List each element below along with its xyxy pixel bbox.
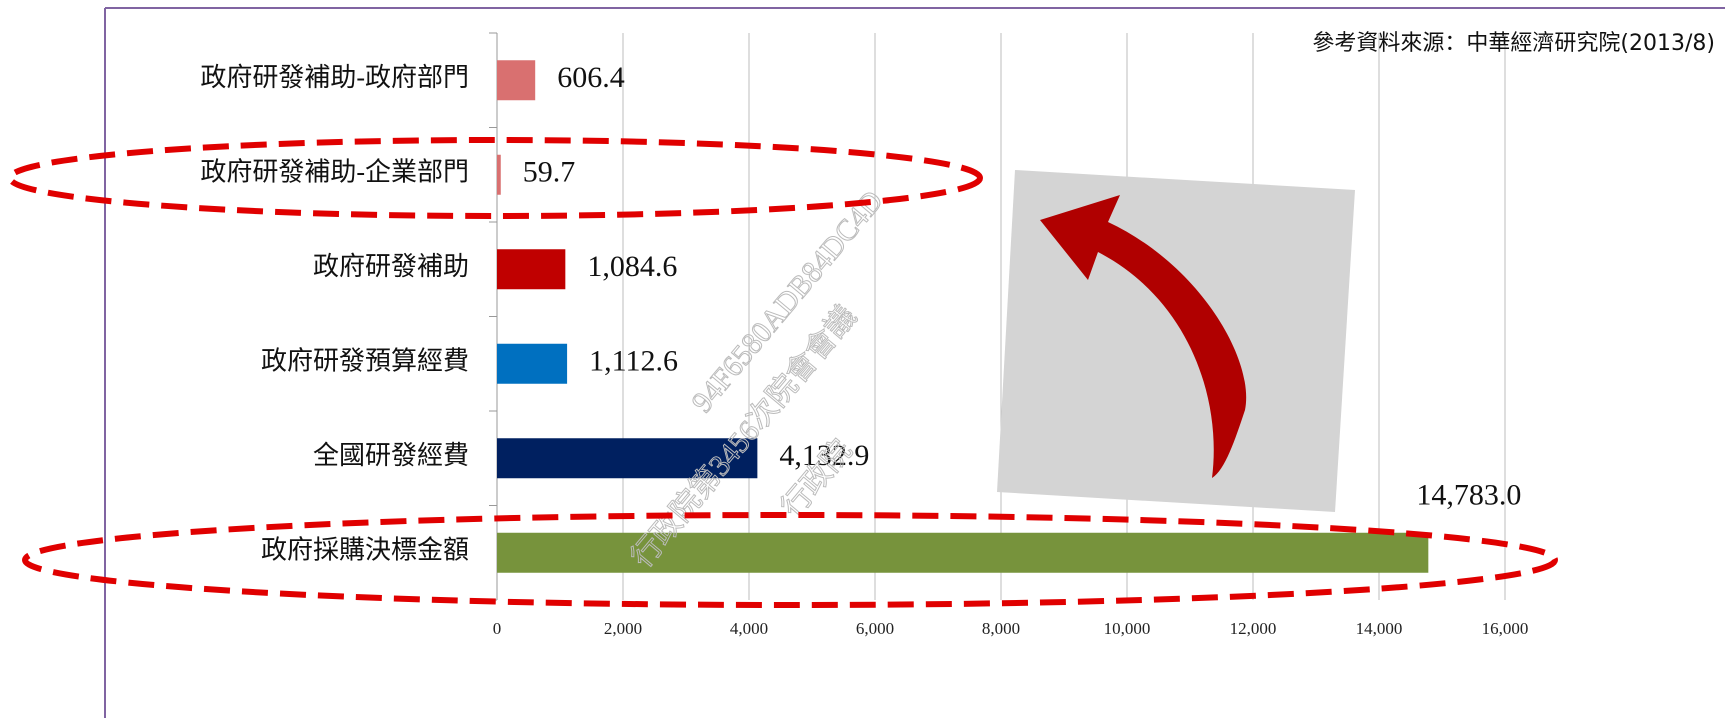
value-label: 1,084.6 <box>587 250 677 283</box>
category-label: 政府採購決標金額 <box>261 536 469 565</box>
x-tick-label: 2,000 <box>604 619 642 638</box>
category-label: 全國研發經費 <box>313 441 469 470</box>
bar <box>497 155 501 195</box>
highlight-ellipse <box>10 140 980 216</box>
value-label: 59.7 <box>523 156 576 189</box>
bar <box>497 60 535 100</box>
source-note: 參考資料來源：中華經濟研究院(2013/8) <box>1312 31 1715 56</box>
category-label: 政府研發補助-政府部門 <box>200 63 469 92</box>
category-label: 政府研發預算經費 <box>261 347 469 376</box>
value-label: 14,783.0 <box>1416 479 1521 512</box>
bar <box>497 344 567 384</box>
category-label: 政府研發補助 <box>313 252 469 281</box>
value-label: 1,112.6 <box>589 345 678 378</box>
arrow-picture <box>997 170 1355 512</box>
value-label: 606.4 <box>557 61 625 94</box>
x-tick-label: 12,000 <box>1230 619 1277 638</box>
x-tick-label: 6,000 <box>856 619 894 638</box>
x-tick-label: 8,000 <box>982 619 1020 638</box>
x-tick-label: 14,000 <box>1356 619 1403 638</box>
chart: 0 2,000 4,000 6,000 8,000 10,000 12,000 14,000 1… <box>0 0 1725 718</box>
bar <box>497 249 565 289</box>
x-tick-label: 0 <box>493 619 502 638</box>
x-tick-label: 10,000 <box>1104 619 1151 638</box>
category-label: 政府研發補助-企業部門 <box>200 158 469 187</box>
x-tick-label: 4,000 <box>730 619 768 638</box>
x-tick-label: 16,000 <box>1482 619 1529 638</box>
